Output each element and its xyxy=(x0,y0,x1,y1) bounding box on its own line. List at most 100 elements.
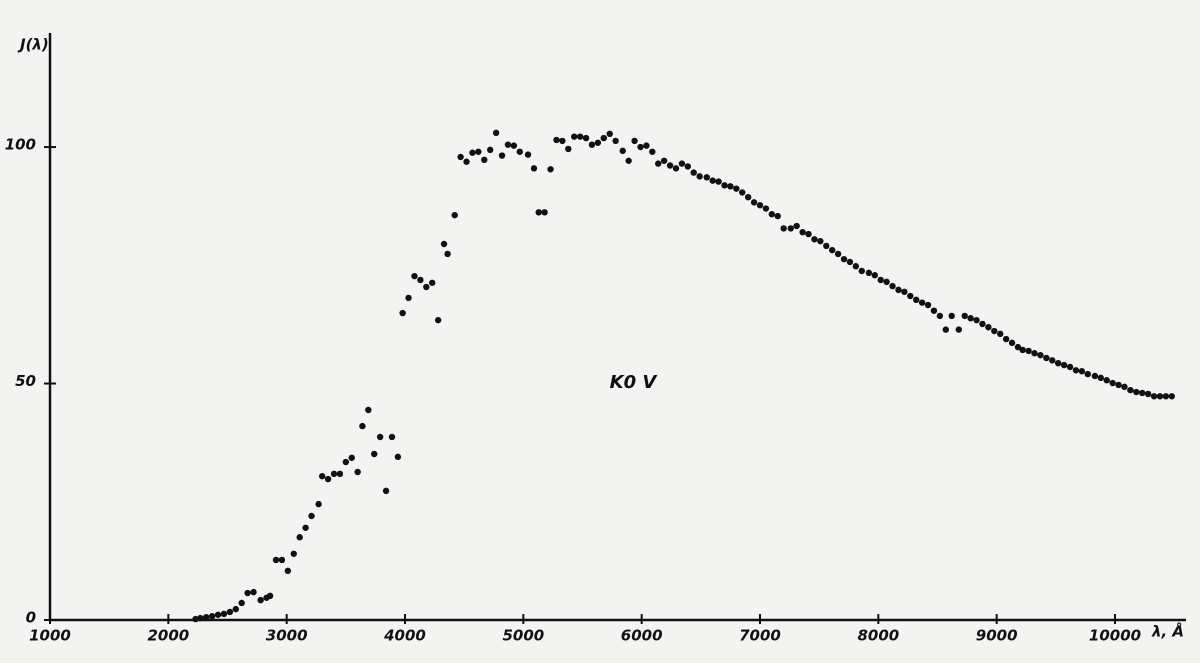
data-point xyxy=(434,316,442,324)
data-point xyxy=(278,556,286,564)
x-axis-label: λ, Å xyxy=(1151,622,1184,641)
x-tick-label: 4000 xyxy=(383,627,426,645)
data-point xyxy=(787,225,794,232)
data-point xyxy=(463,158,470,165)
data-point xyxy=(1037,351,1044,359)
data-point xyxy=(655,160,662,167)
data-point xyxy=(936,312,944,320)
data-point xyxy=(365,406,372,414)
data-point xyxy=(828,246,836,254)
data-point xyxy=(481,156,488,164)
data-point xyxy=(690,169,697,176)
data-point xyxy=(359,422,366,430)
data-point xyxy=(715,178,722,185)
x-tick-label: 5000 xyxy=(502,627,544,645)
data-point xyxy=(1008,339,1016,347)
data-point xyxy=(588,141,596,148)
data-point xyxy=(666,162,674,169)
data-point xyxy=(504,141,512,148)
data-point xyxy=(1115,381,1122,389)
x-tick-label: 2000 xyxy=(147,627,189,645)
data-point xyxy=(342,458,350,466)
data-point xyxy=(834,250,842,258)
data-point xyxy=(649,148,656,155)
data-point xyxy=(192,615,199,623)
data-point xyxy=(423,283,430,291)
data-point xyxy=(1150,393,1158,400)
y-axis-label: J(λ) xyxy=(17,36,49,54)
data-point xyxy=(324,475,332,483)
data-point xyxy=(336,470,344,478)
data-point xyxy=(214,611,222,618)
data-point xyxy=(487,146,494,154)
data-point xyxy=(1049,357,1056,364)
data-point xyxy=(709,177,716,184)
data-point xyxy=(1091,372,1099,380)
data-point xyxy=(948,312,955,320)
data-point xyxy=(203,613,210,621)
data-point xyxy=(498,152,506,159)
data-point xyxy=(1019,346,1026,354)
data-point xyxy=(1097,374,1105,382)
data-point xyxy=(559,137,566,145)
data-point xyxy=(197,614,204,622)
data-point xyxy=(774,212,781,220)
data-point xyxy=(991,327,998,335)
data-point xyxy=(805,230,812,238)
data-point xyxy=(553,136,560,144)
data-point xyxy=(852,263,860,270)
data-point xyxy=(780,225,787,232)
data-point xyxy=(744,193,752,201)
data-point xyxy=(220,610,228,618)
data-point xyxy=(678,160,686,167)
data-point xyxy=(1139,389,1146,397)
data-point xyxy=(1025,347,1032,355)
data-point xyxy=(266,592,274,600)
x-tick-label: 8000 xyxy=(857,627,899,645)
data-point xyxy=(475,148,482,155)
data-point xyxy=(451,211,458,219)
data-point xyxy=(799,228,806,236)
data-point xyxy=(1121,383,1128,391)
data-point xyxy=(727,183,734,190)
data-point xyxy=(411,272,418,280)
data-point xyxy=(721,182,728,189)
data-point xyxy=(840,255,848,263)
data-point xyxy=(318,473,326,480)
data-point xyxy=(811,236,818,243)
data-point xyxy=(606,130,613,138)
data-point xyxy=(612,137,619,145)
data-point xyxy=(1156,393,1164,400)
data-point xyxy=(739,189,746,196)
data-point xyxy=(226,608,234,616)
x-tick-label: 9000 xyxy=(976,627,1018,645)
data-point xyxy=(985,324,992,331)
data-point xyxy=(457,153,464,161)
x-tick-label: 10000 xyxy=(1089,627,1141,645)
data-point xyxy=(625,157,632,164)
x-tick-label: 1000 xyxy=(29,627,71,645)
data-point xyxy=(582,134,590,142)
data-point xyxy=(594,139,602,146)
data-point xyxy=(524,151,532,158)
data-point xyxy=(284,567,292,575)
data-point xyxy=(308,512,315,520)
data-point xyxy=(535,209,542,216)
data-point xyxy=(388,433,396,441)
data-point xyxy=(238,599,245,607)
data-point xyxy=(541,209,548,216)
data-point xyxy=(547,166,554,173)
data-point xyxy=(510,142,518,149)
data-point xyxy=(290,550,297,557)
data-point xyxy=(865,269,873,277)
data-point xyxy=(823,242,830,250)
data-point xyxy=(1127,386,1134,394)
data-point xyxy=(417,276,424,284)
data-point xyxy=(330,470,338,478)
data-point xyxy=(1043,354,1050,362)
data-point xyxy=(250,588,257,596)
data-point xyxy=(272,556,280,564)
data-point xyxy=(750,199,758,206)
